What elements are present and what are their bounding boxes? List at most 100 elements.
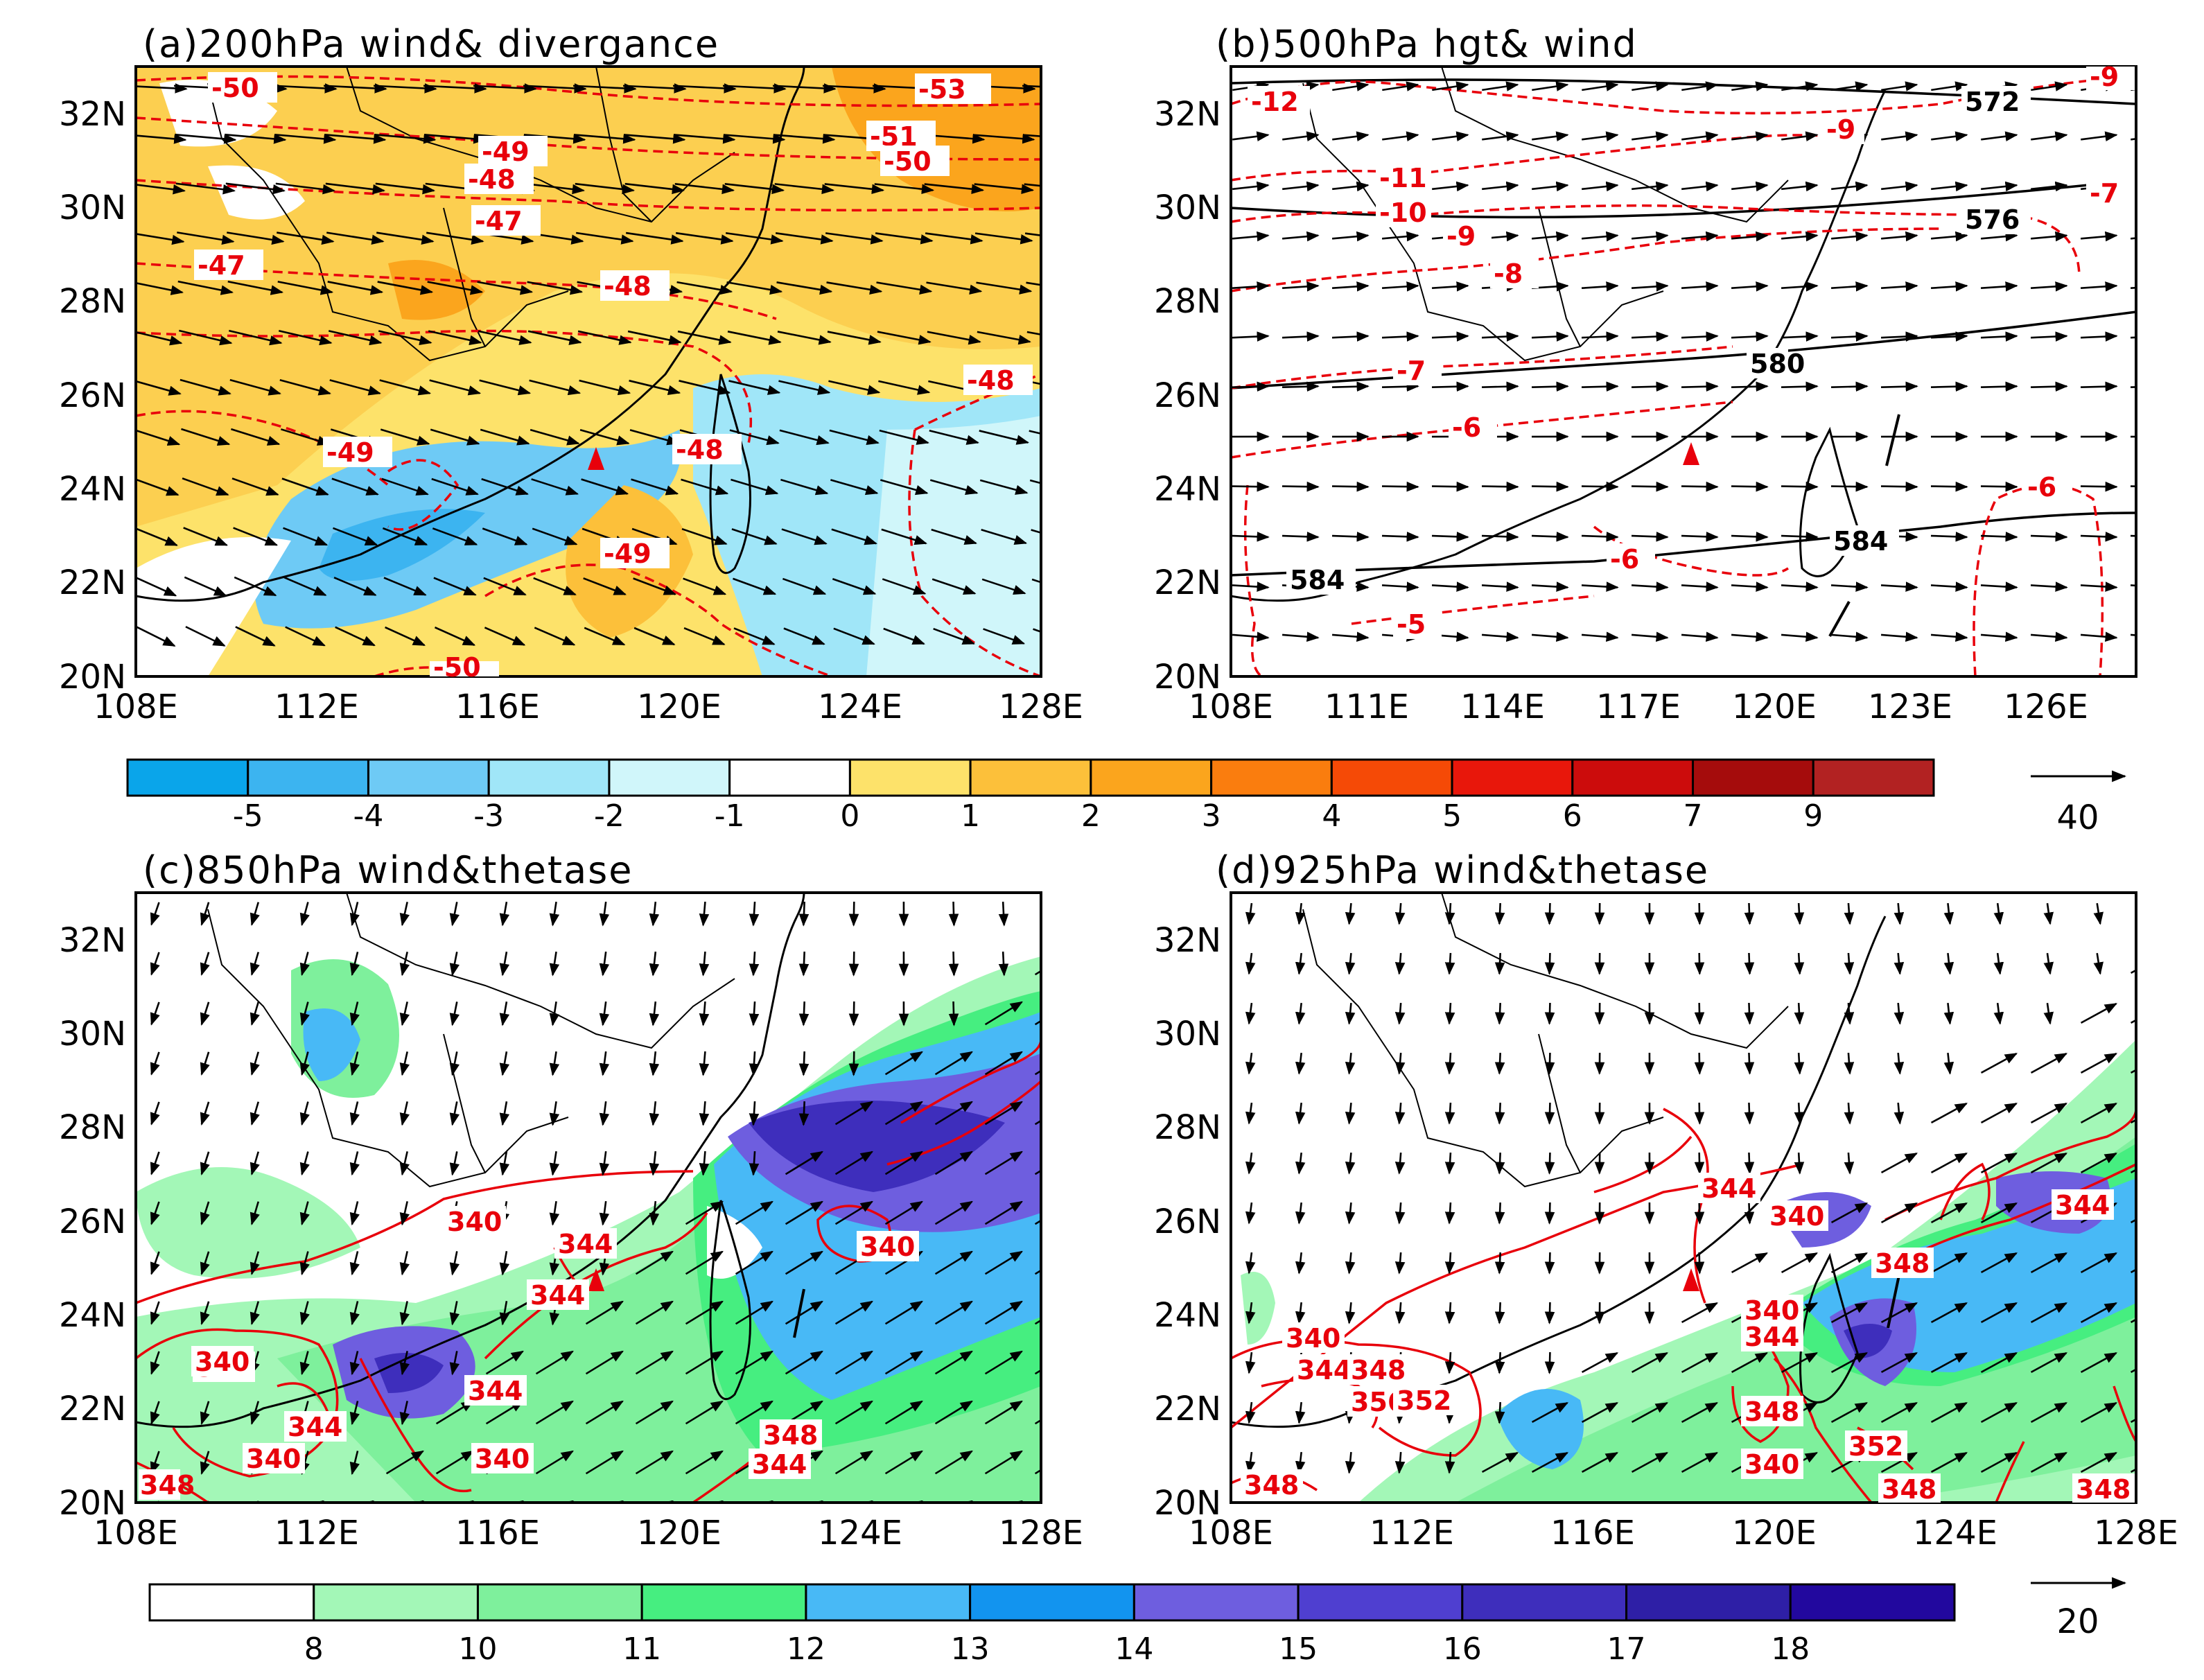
wind-arrow — [1282, 684, 1318, 688]
wind-arrow — [432, 527, 478, 545]
wind-arrow — [1581, 231, 1619, 242]
wind-arrow — [280, 428, 331, 446]
wind-arrow — [1295, 1401, 1306, 1424]
wind-arrow — [1531, 581, 1569, 592]
wind-arrow — [959, 1500, 973, 1503]
wind-arrow — [2043, 1002, 2054, 1025]
wind-arrow — [1694, 1102, 1705, 1125]
wind-arrow — [1844, 1052, 1855, 1075]
wind-arrow — [1681, 581, 1719, 592]
wind-arrow — [532, 527, 578, 545]
wind-arrow — [2080, 1052, 2118, 1074]
wind-arrow — [2080, 331, 2118, 342]
wind-arrow — [1632, 131, 1669, 141]
wind-arrow — [399, 902, 410, 927]
svg-text:348: 348 — [1244, 1470, 1299, 1500]
contour-label: 348 — [2072, 1473, 2135, 1505]
wind-arrow — [2031, 81, 2068, 91]
wind-arrow — [235, 626, 276, 647]
wind-arrow — [1893, 1002, 1905, 1025]
wind-arrow — [285, 626, 326, 647]
wind-arrow — [599, 1101, 610, 1126]
colorbar-box — [640, 1583, 807, 1622]
wind-arrow — [136, 331, 183, 346]
y-tick-label: 24N — [1154, 470, 1221, 509]
wind-arrow — [1345, 1252, 1356, 1275]
panel-d-y-axis: 20N 22N 24N 26N 28N 30N 32N — [1154, 921, 1221, 1523]
wind-arrow — [277, 281, 334, 295]
svg-text:340: 340 — [1744, 1295, 1799, 1326]
reference-vector-label: 40 — [2056, 798, 2099, 837]
wind-arrow — [1930, 1351, 1968, 1374]
svg-text:-48: -48 — [967, 365, 1015, 396]
wind-arrow — [1931, 131, 1968, 141]
wind-arrow — [785, 1200, 823, 1225]
wind-arrow — [1781, 1252, 1819, 1274]
x-tick-label: 124E — [818, 1514, 902, 1552]
wind-arrow — [2080, 532, 2118, 542]
wind-arrow — [483, 577, 527, 596]
wind-arrow — [1632, 181, 1669, 192]
colorbar-box — [1330, 758, 1453, 797]
wind-arrow — [777, 331, 832, 345]
wind-arrow — [884, 1051, 923, 1076]
wind-arrow — [427, 281, 484, 295]
wind-arrow — [1232, 231, 1270, 242]
svg-text:-6: -6 — [1610, 544, 1639, 575]
wind-arrow — [1581, 581, 1619, 592]
height-label: 580 — [1747, 348, 1805, 379]
colorbar-top-boxes — [126, 758, 1935, 797]
x-tick-label: 120E — [637, 688, 721, 726]
wind-arrow — [934, 679, 973, 694]
wind-arrow — [685, 1250, 724, 1275]
wind-arrow — [499, 1101, 510, 1126]
wind-arrow — [449, 1001, 460, 1026]
wind-arrow — [1481, 631, 1519, 642]
wind-arrow — [929, 430, 979, 445]
wind-arrow — [834, 1200, 873, 1225]
wind-arrow — [699, 1101, 710, 1126]
x-tick-label: 126E — [2004, 688, 2088, 726]
wind-arrow — [585, 1350, 624, 1375]
wind-arrow — [1831, 81, 1869, 91]
wind-arrow — [882, 578, 927, 595]
wind-arrow — [649, 1150, 660, 1176]
contour-label: 340 — [444, 1206, 506, 1237]
wind-arrow — [635, 1250, 674, 1275]
wind-arrow — [933, 627, 976, 645]
wind-arrow — [1930, 1102, 1968, 1124]
wind-arrow — [179, 329, 233, 346]
colorbar-label: 7 — [1683, 798, 1703, 834]
colorbar-label: 2 — [1081, 798, 1101, 834]
wind-arrow — [1704, 1501, 1719, 1503]
wind-arrow — [1531, 231, 1569, 242]
contour-label: -9 — [2086, 62, 2135, 92]
contour-label: 352 — [1393, 1385, 1455, 1416]
colorbar-box — [1132, 1583, 1300, 1622]
wind-arrow — [150, 1351, 160, 1375]
wind-arrow — [974, 232, 1033, 245]
y-tick-label: 26N — [59, 376, 126, 415]
x-tick-label: 112E — [274, 1514, 359, 1552]
wind-arrow — [785, 1350, 823, 1375]
wind-arrow — [200, 1151, 210, 1175]
wind-arrow — [423, 83, 487, 94]
wind-arrow — [1781, 381, 1819, 392]
wind-arrow — [1830, 631, 1869, 642]
wind-arrow — [635, 1300, 674, 1325]
wind-arrow — [150, 1401, 160, 1425]
contour-label: -49 — [600, 538, 670, 569]
wind-arrow — [549, 901, 560, 927]
x-tick-label: 116E — [455, 688, 540, 726]
wind-arrow — [735, 678, 773, 694]
wind-arrow — [1993, 902, 2004, 925]
svg-text:584: 584 — [1833, 526, 1888, 557]
wind-arrow — [1444, 1102, 1455, 1125]
x-tick-label: 124E — [1913, 1514, 1997, 1552]
wind-arrow — [2043, 902, 2054, 925]
wind-arrow — [874, 183, 935, 195]
wind-arrow — [1731, 631, 1769, 642]
wind-arrow — [1232, 631, 1270, 642]
wind-arrow — [774, 183, 835, 195]
svg-text:-50: -50 — [211, 73, 259, 103]
